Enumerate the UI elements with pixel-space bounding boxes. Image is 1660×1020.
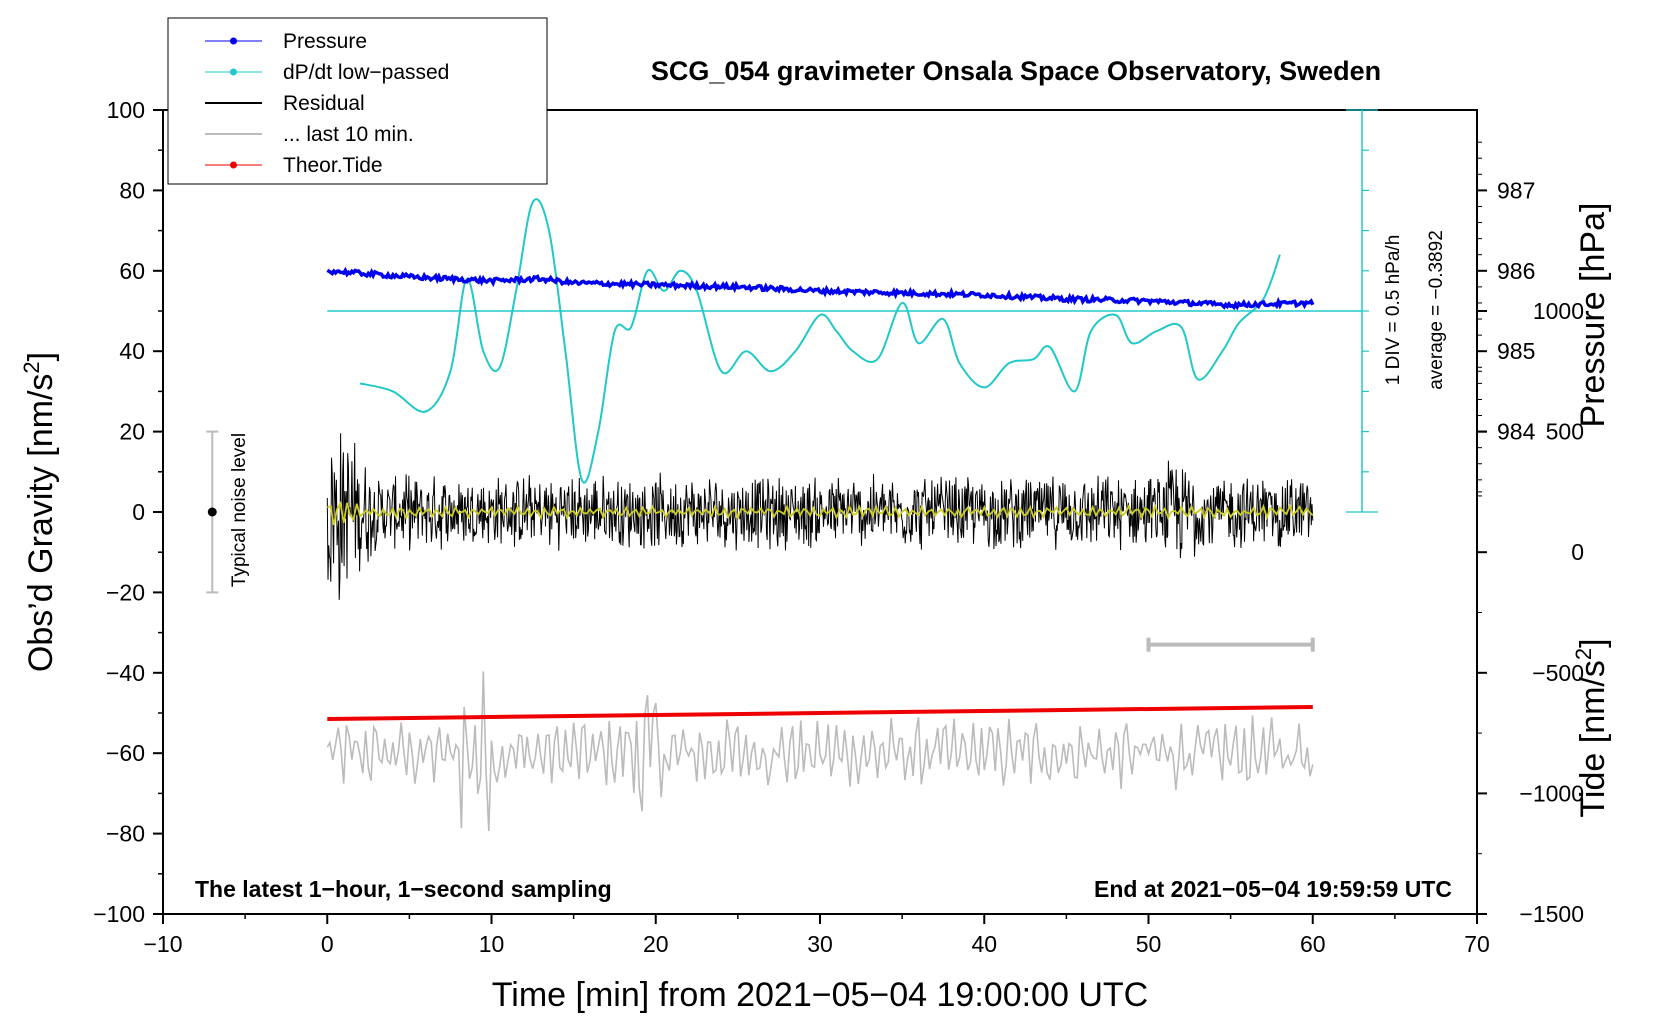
dpdt-div-label: 1 DIV = 0.5 hPa/h <box>1383 235 1404 386</box>
y-axis-title-pressure: Pressure [hPa] <box>1574 203 1612 428</box>
legend-label: dP/dt low−passed <box>283 61 449 84</box>
x-tick-label: 40 <box>971 931 997 957</box>
tide-tick-label: 0 <box>1571 539 1584 565</box>
pressure-trace <box>326 266 1315 311</box>
legend-marker <box>230 37 237 45</box>
last-10-min-trace <box>326 671 1314 832</box>
y-tick-label: −100 <box>93 901 145 927</box>
legend-box <box>167 17 548 185</box>
x-tick-label: 70 <box>1464 931 1490 957</box>
tide-tick-label: −500 <box>1532 660 1584 686</box>
annotation-left: The latest 1−hour, 1−second sampling <box>195 876 612 902</box>
legend: Pressure dP/dt low−passed Residual ... last… <box>167 17 548 185</box>
legend-entries: Pressure dP/dt low−passed Residual ... last… <box>205 30 449 177</box>
y-tick-label: 60 <box>119 258 145 284</box>
y-axis-title-left: Obs’d Gravity [nm/s2] <box>19 352 60 672</box>
x-tick-label: 20 <box>643 931 669 957</box>
tide-tick-label: −1000 <box>1519 780 1584 806</box>
y-tick-label: −60 <box>106 740 145 766</box>
y-axis-title-tide-close: ] <box>1574 638 1612 647</box>
x-tick-label: 0 <box>321 931 334 957</box>
legend-marker <box>230 68 237 76</box>
residual-trace <box>326 433 1314 600</box>
theor-tide-line <box>327 705 1313 721</box>
x-tick-label: 10 <box>479 931 505 957</box>
y-tick-label: −80 <box>106 821 145 847</box>
noise-level-label: Typical noise level <box>229 433 250 587</box>
tide-tick-label: −1500 <box>1519 901 1584 927</box>
y-tick-label: 20 <box>119 419 145 445</box>
legend-label: Residual <box>283 92 365 115</box>
pressure-tick-label: 986 <box>1497 258 1535 284</box>
y-axis-title-tide-sup: 2 <box>1571 648 1596 660</box>
y-tick-label: 40 <box>119 338 145 364</box>
pressure-tick-label: 985 <box>1497 338 1535 364</box>
legend-label: Pressure <box>283 30 367 53</box>
legend-marker <box>230 161 237 169</box>
dpdt-curve <box>359 198 1281 484</box>
y-tick-label: 100 <box>107 97 145 123</box>
x-tick-label: −10 <box>143 931 182 957</box>
annotation-right: End at 2021−05−04 19:59:59 UTC <box>1094 876 1452 902</box>
tide-tick-label: 1000 <box>1533 298 1584 324</box>
pressure-tick-label: 987 <box>1497 177 1535 203</box>
y-tick-label: 0 <box>132 499 145 525</box>
x-tick-label: 30 <box>807 931 833 957</box>
y-axis-title-left-main: Obs’d Gravity [nm/s <box>22 374 60 673</box>
axis-layer: −10 0 10 20 30 40 50 60 70100806040200−20−40−60−… <box>93 97 1584 957</box>
tide-tick-label: 500 <box>1546 419 1584 445</box>
y-tick-label: −40 <box>106 660 145 686</box>
chart-title: SCG_054 gravimeter Onsala Space Observat… <box>651 56 1381 86</box>
y-axis-title-tide-main: Tide [nm/s <box>1574 660 1612 817</box>
legend-label: ... last 10 min. <box>283 123 414 146</box>
noise-bar-center <box>207 507 217 517</box>
legend-label: Theor.Tide <box>283 154 383 177</box>
series-layer <box>206 109 1379 832</box>
x-tick-label: 50 <box>1136 931 1162 957</box>
x-tick-label: 60 <box>1300 931 1326 957</box>
y-axis-title-left-close: ] <box>22 352 60 361</box>
y-axis-title-tide: Tide [nm/s2] <box>1571 638 1612 817</box>
residual-lowpass-trace <box>326 500 1314 526</box>
y-tick-label: −20 <box>106 579 145 605</box>
pressure-tick-label: 984 <box>1497 419 1536 445</box>
y-tick-label: 80 <box>119 177 145 203</box>
x-axis-title: Time [min] from 2021−05−04 19:00:00 UTC <box>492 976 1148 1014</box>
y-axis-title-left-sup: 2 <box>19 361 44 373</box>
dpdt-average-label: average = −0.3892 <box>1426 230 1447 390</box>
